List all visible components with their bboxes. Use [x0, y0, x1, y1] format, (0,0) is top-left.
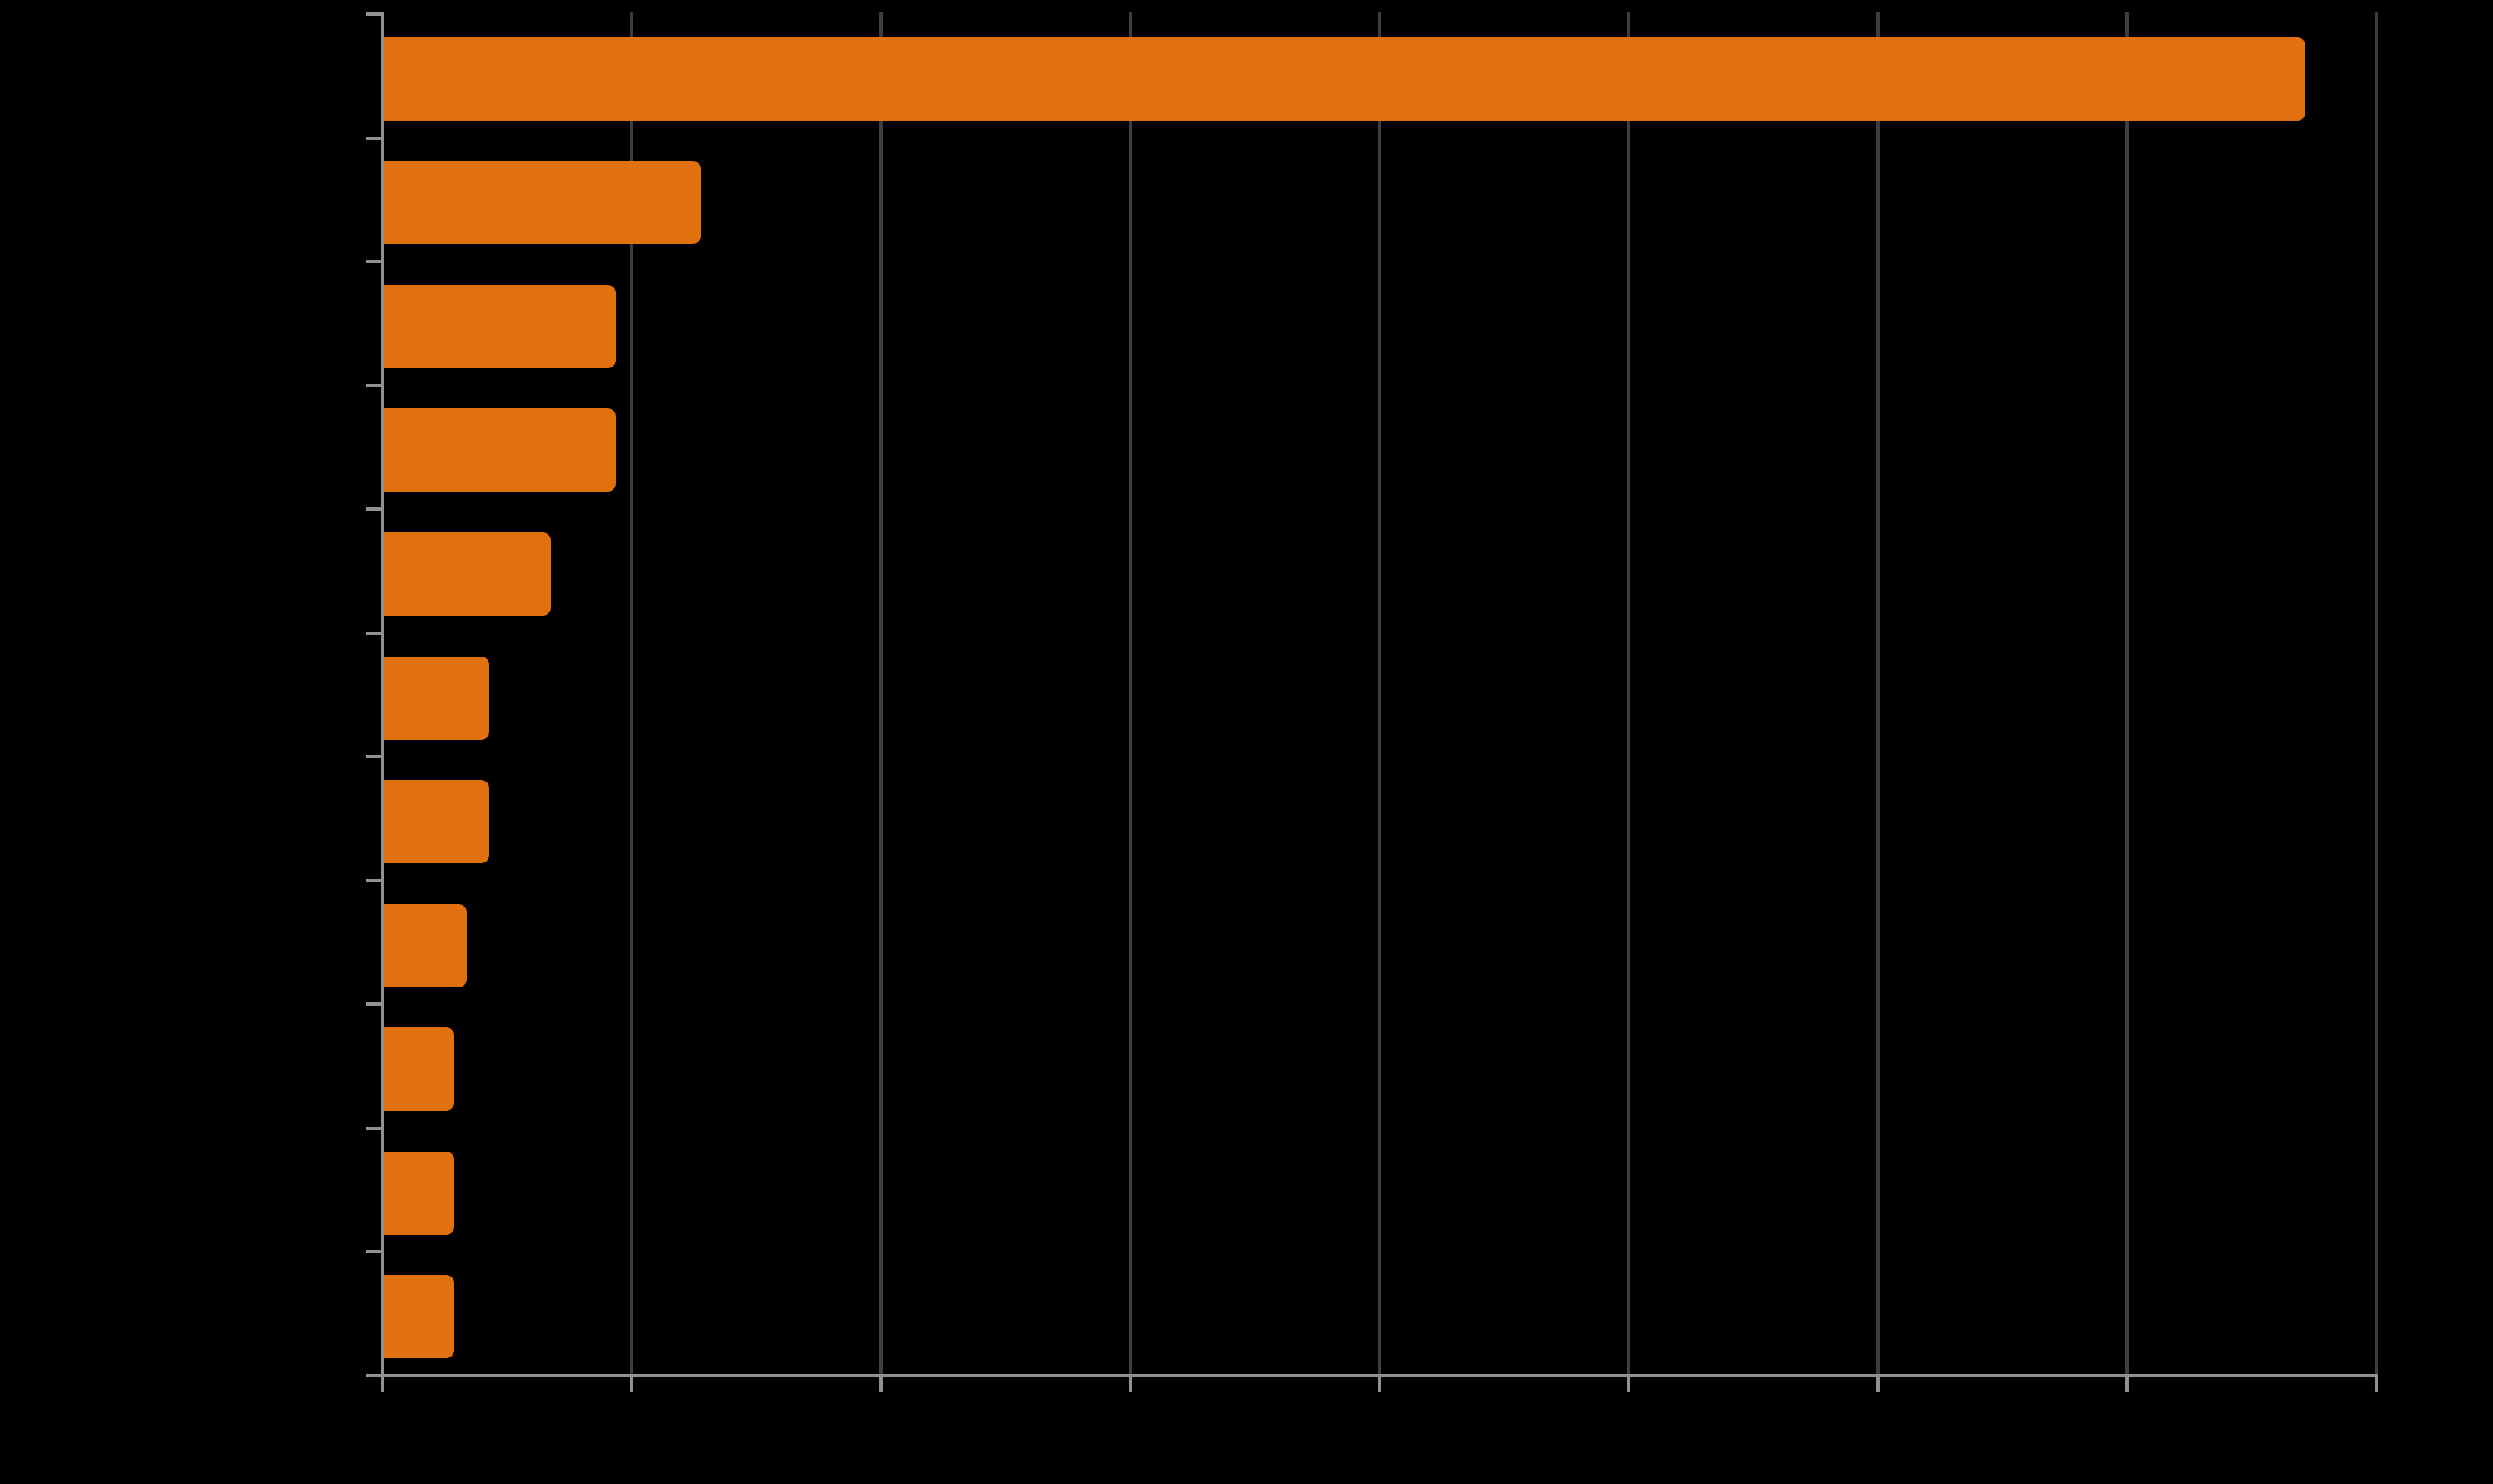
- x-tick: [1876, 1377, 1880, 1392]
- y-tick: [366, 12, 381, 16]
- bar: [384, 903, 467, 987]
- x-gridline: [879, 12, 883, 1376]
- x-tick: [630, 1377, 633, 1392]
- x-tick: [879, 1377, 883, 1392]
- bar: [384, 161, 701, 245]
- x-gridline: [1129, 12, 1132, 1376]
- bar: [384, 408, 617, 492]
- y-tick: [366, 260, 381, 264]
- x-tick: [1378, 1377, 1381, 1392]
- bar: [384, 532, 552, 616]
- y-tick: [366, 1250, 381, 1254]
- x-tick: [2125, 1377, 2129, 1392]
- bar: [384, 780, 489, 864]
- x-gridline: [2125, 12, 2129, 1376]
- x-tick: [2375, 1377, 2378, 1392]
- bar: [384, 1275, 454, 1359]
- bar: [384, 1027, 454, 1112]
- y-tick: [366, 878, 381, 882]
- x-tick: [1627, 1377, 1630, 1392]
- x-tick: [1129, 1377, 1132, 1392]
- bar: [384, 656, 489, 740]
- y-tick: [366, 1126, 381, 1130]
- y-tick: [366, 507, 381, 512]
- x-gridline: [1627, 12, 1630, 1376]
- y-tick: [366, 383, 381, 387]
- bar: [384, 37, 2306, 121]
- y-tick: [366, 136, 381, 140]
- y-tick: [366, 755, 381, 759]
- x-gridline: [630, 12, 633, 1376]
- y-tick: [366, 1374, 381, 1377]
- x-gridline: [2375, 12, 2378, 1376]
- bar: [384, 284, 617, 368]
- x-gridline: [1378, 12, 1381, 1376]
- x-tick: [381, 1377, 384, 1392]
- x-axis-spine: [381, 1374, 2378, 1377]
- bar: [384, 1151, 454, 1235]
- y-tick: [366, 1002, 381, 1007]
- x-gridline: [1876, 12, 1880, 1376]
- y-tick: [366, 631, 381, 635]
- y-axis-spine: [381, 12, 384, 1392]
